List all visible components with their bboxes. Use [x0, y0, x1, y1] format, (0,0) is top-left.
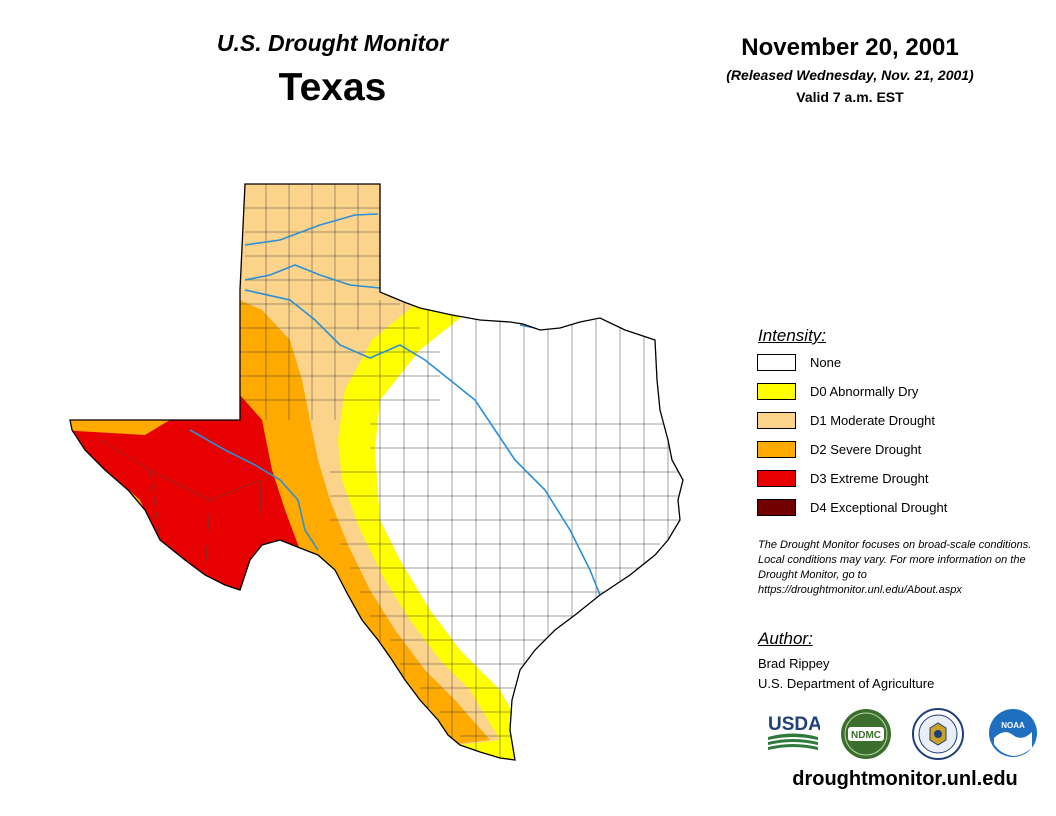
legend-item-none: None: [757, 354, 947, 383]
usda-logo: USDA: [768, 714, 820, 750]
valid-time: Valid 7 a.m. EST: [796, 89, 904, 105]
legend-title: Intensity:: [758, 326, 827, 345]
ndmc-logo-text: NDMC: [851, 730, 881, 741]
legend-item-d3: D3 Extreme Drought: [757, 470, 947, 499]
legend-label: D1 Moderate Drought: [810, 413, 936, 428]
map-title: U.S. Drought Monitor: [216, 30, 449, 56]
commerce-seal: [912, 708, 964, 760]
release-date: (Released Wednesday, Nov. 21, 2001): [726, 67, 974, 83]
legend-label: None: [810, 355, 842, 370]
legend-swatch: [757, 383, 796, 400]
legend-label: D4 Exceptional Drought: [810, 500, 948, 515]
legend-label: D0 Abnormally Dry: [810, 384, 919, 399]
usda-logo-text: USDA: [768, 714, 820, 735]
noaa-logo: NOAA: [989, 709, 1037, 757]
state-name: Texas: [278, 66, 387, 109]
author-name: Brad Rippey: [758, 656, 830, 671]
legend-label: D2 Severe Drought: [810, 442, 922, 457]
author-heading: Author:: [758, 629, 813, 648]
legend-item-d0: D0 Abnormally Dry: [757, 383, 947, 412]
disclaimer-note: The Drought Monitor focuses on broad-sca…: [758, 539, 1032, 596]
legend: None D0 Abnormally Dry D1 Moderate Droug…: [757, 354, 947, 528]
noaa-logo-text: NOAA: [1001, 721, 1025, 730]
author-organization: U.S. Department of Agriculture: [758, 676, 935, 691]
legend-swatch: [757, 441, 796, 458]
legend-swatch: [757, 499, 796, 516]
legend-label: D3 Extreme Drought: [810, 471, 929, 486]
legend-swatch: [757, 470, 796, 487]
legend-swatch: [757, 354, 796, 371]
map-date: November 20, 2001: [741, 34, 959, 61]
ndmc-logo: NDMC: [841, 709, 891, 759]
website-url[interactable]: droughtmonitor.unl.edu: [792, 768, 1018, 790]
legend-item-d4: D4 Exceptional Drought: [757, 499, 947, 528]
legend-item-d2: D2 Severe Drought: [757, 441, 947, 470]
texas-drought-map: [69, 183, 684, 761]
legend-item-d1: D1 Moderate Drought: [757, 412, 947, 441]
legend-swatch: [757, 412, 796, 429]
